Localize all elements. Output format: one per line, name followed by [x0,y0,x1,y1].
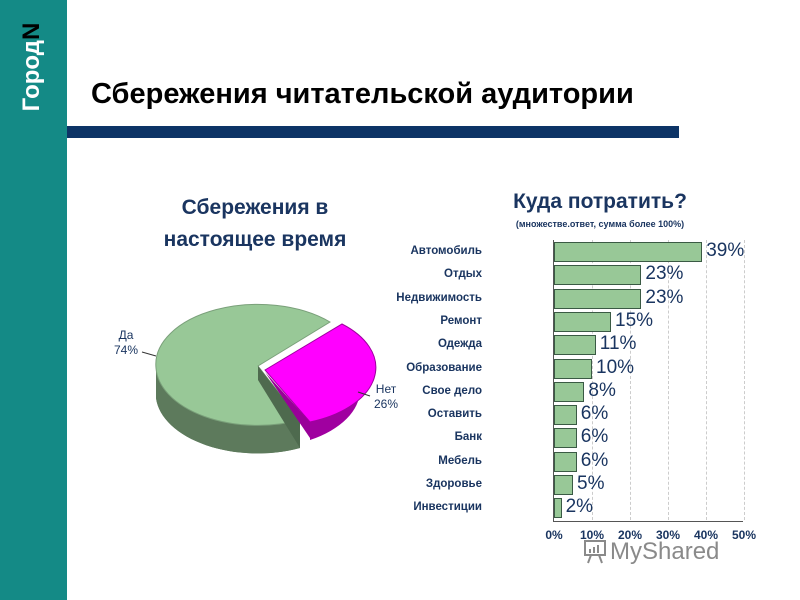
pie-chart-title: Сбережения в настоящее время [130,192,380,256]
category-label: Отдых [444,268,482,281]
bar [554,498,562,519]
bar [554,242,703,262]
value-label: 39% [706,240,745,261]
value-label: 6% [580,426,609,448]
slide-title: Сбережения читательской аудитории [91,78,634,110]
x-axis [553,521,743,522]
category-label: Одежда [437,338,482,351]
x-tick: 10% [579,528,605,542]
category-label: Мебель [438,454,482,467]
value-label: 23% [645,286,684,308]
value-label: 11% [599,333,637,355]
bar [554,475,573,495]
value-label: 5% [577,473,605,494]
pie-label-yes: Да 74% [114,328,138,358]
gridline [668,240,669,520]
brand-name: Город [18,40,45,112]
value-label: 6% [580,403,609,425]
bar [554,288,642,309]
bar [554,405,577,426]
gridline [630,240,631,520]
bar [554,358,592,379]
gridline [592,240,593,520]
pie-title-line1: Сбережения в [181,196,329,219]
gridline [706,240,707,520]
value-label: 10% [596,356,635,378]
pie-yes-label: Да [118,328,134,342]
gridline [744,240,745,520]
x-tick: 50% [731,528,757,542]
category-label: Здоровье [425,478,482,490]
category-label: Инвестиции [413,501,482,514]
presentation-icon [584,540,606,564]
brand-letter: N [18,22,45,41]
bar [554,311,611,332]
bar [554,451,577,472]
category-label: Автомобиль [410,245,482,257]
bar [554,381,585,402]
x-tick: 40% [693,528,719,542]
bar-chart: Автомобиль 39% Отдых 23% Недвижимость 23% Ремо… [396,238,770,548]
bar [554,265,642,286]
value-label: 15% [615,309,654,331]
value-label: 6% [580,449,609,471]
bar [554,428,577,449]
x-tick: 0% [545,528,563,542]
bar-chart-title: Куда потратить? [513,190,687,213]
pie-yes-value: 74% [114,343,139,357]
y-axis [553,240,554,522]
value-label: 23% [645,263,684,285]
bar [554,335,596,356]
pie-label-no: Нет 26% [374,382,398,412]
brand-logo: ГородN [12,22,52,112]
x-tick: 20% [617,528,643,542]
pie-chart: Да 74% Нет 26% [100,280,420,460]
watermark: MyShared [610,538,720,565]
category-label: Банк [454,431,482,444]
category-label: Ремонт [440,314,482,327]
bar-chart-subtitle: (множестве.ответ, сумма более 100%) [515,219,685,229]
category-label: Свое дело [422,384,482,397]
value-label: 2% [565,496,594,518]
pie-graphic [141,303,377,454]
pie-title-line2: настоящее время [163,228,347,251]
title-rule [67,126,679,138]
pie-no-value: 26% [374,397,399,411]
x-tick: 30% [655,528,681,542]
category-label: Образование [406,361,482,374]
sidebar: ГородN [0,0,67,600]
category-label: Оставить [427,408,482,421]
value-label: 8% [588,379,616,401]
pie-no-label: Нет [375,382,397,396]
category-label: Недвижимость [396,291,482,304]
